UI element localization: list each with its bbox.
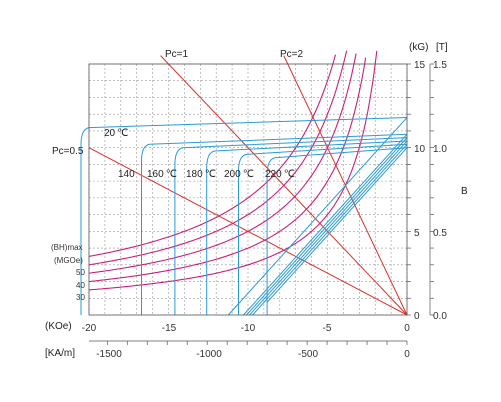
plot-frame [88,63,434,345]
temp-j-curve [238,143,408,315]
temp-j-curve [266,147,408,315]
svg-text:140: 140 [118,169,135,180]
tick-kam: 0 [404,349,410,360]
svg-text:160℃: 160 ℃ [147,169,177,180]
bhmax-label: 30 [76,293,85,302]
bhmax-header: (BH)max [51,243,83,252]
svg-text:20℃: 20 ℃ [104,128,128,139]
tick-kg: 10 [414,144,426,155]
bhmax-label: 50 [76,268,85,277]
grid [88,63,408,316]
b-unit-t-label: [T] [436,42,448,53]
bhmax-curve [88,50,378,291]
pc1-label: Pc=1 [165,49,189,60]
tick-koe: -20 [82,323,97,334]
bhmax-unit: (MGOe) [54,256,83,265]
temp-label-180: 180 ℃ [186,169,216,180]
b-unit-kg-label: (kG) [409,42,428,53]
tick-kg: 0 [414,311,420,322]
tick-koe: 0 [404,323,410,334]
curves [80,50,408,316]
b-axis-label: B [461,186,468,197]
plot-border [88,63,408,316]
temp-j-curve [206,140,408,315]
temp-j-curve [141,133,408,315]
bhmax-curve [88,50,348,266]
temp-b-curve [249,140,408,316]
tick-kam: -1000 [196,349,222,360]
tick-t: 0.5 [433,228,447,239]
temp-b-curve [252,143,408,316]
temp-label-220: 220 ℃ [265,169,295,180]
tick-kam: -1500 [96,349,122,360]
temp-label-160: 160 ℃ [147,169,177,180]
tick-t: 1.5 [433,60,447,71]
h-unit-kam-label: [KA/m] [45,348,75,359]
temp-b-curve [243,133,408,316]
pc2-label: Pc=2 [280,49,304,60]
h-unit-koe-label: (KOe) [45,321,72,332]
tick-kg: 15 [414,60,426,71]
bhmax-label: 40 [76,281,85,290]
tick-koe: -15 [162,323,177,334]
permeance-line [160,55,408,316]
svg-text:200℃: 200 ℃ [224,169,254,180]
svg-text:180℃: 180 ℃ [186,169,216,180]
tick-t: 0.0 [433,311,447,322]
bhmax-curve [88,57,367,283]
tick-kg: 5 [414,228,420,239]
temp-label-200: 200 ℃ [224,169,254,180]
bhmax-curve [88,53,357,274]
svg-text:220℃: 220 ℃ [265,169,295,180]
temp-j-curve [174,137,408,315]
temp-b-curve [266,147,408,303]
temp-label-20: 20 ℃ [104,128,128,139]
bhmax-curve [88,54,337,257]
tick-t: 1.0 [433,144,447,155]
temp-b-curve [246,137,408,316]
tick-koe: -5 [323,323,332,334]
tick-koe: -10 [241,323,256,334]
temp-label-140: 140 [118,169,135,180]
pc05-label: Pc=0.5 [52,146,84,157]
temp-b-curve [227,117,408,316]
tick-kam: -500 [298,349,318,360]
